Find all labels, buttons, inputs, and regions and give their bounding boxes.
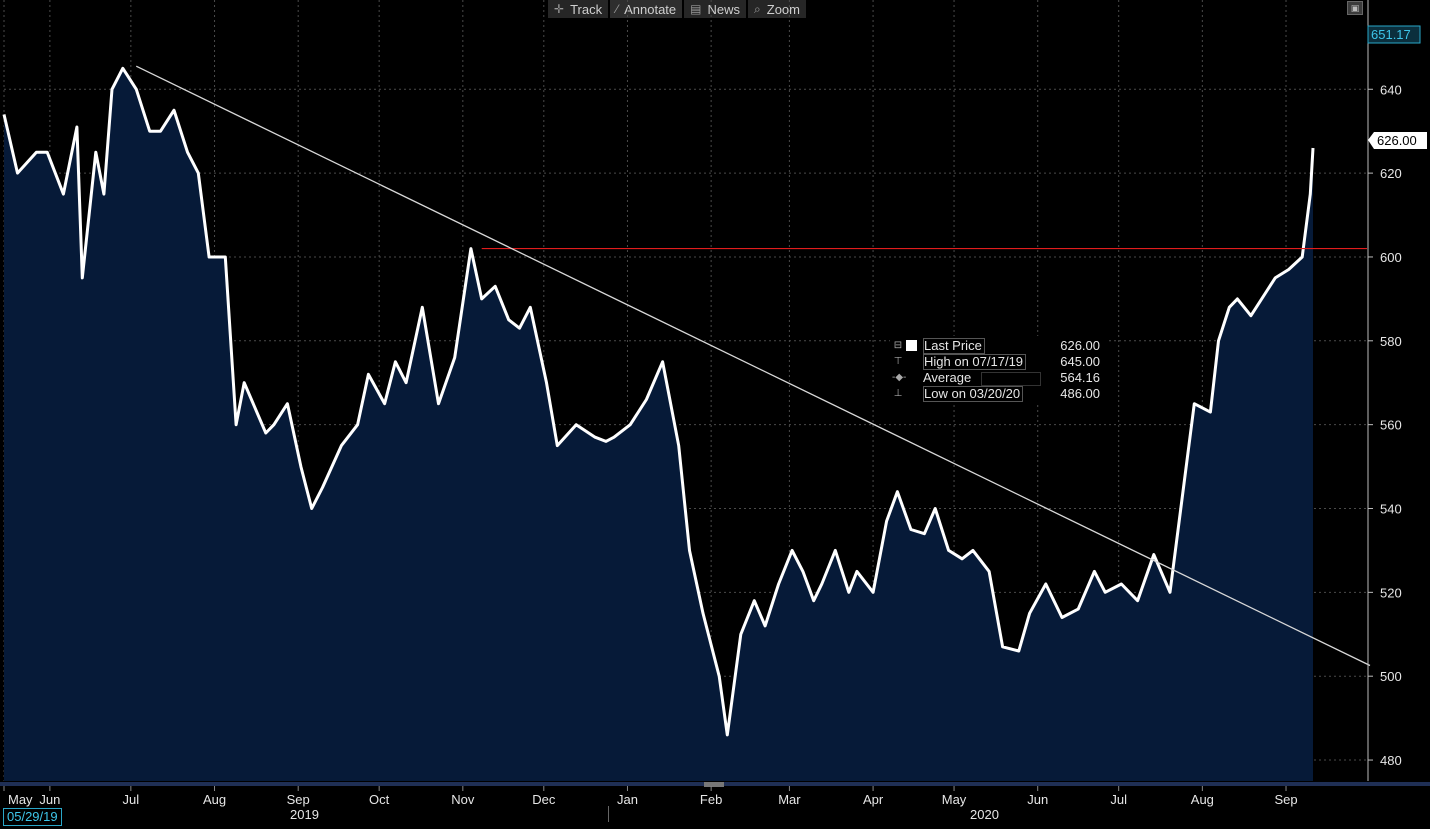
- window-icon: ▣: [1350, 3, 1360, 13]
- top-value-tag-text: 651.17: [1371, 27, 1411, 42]
- x-tick-label: Dec: [532, 792, 556, 807]
- legend-row-high: ⊤ High on 07/17/19 645.00: [890, 354, 1108, 370]
- x-tick-label: Sep: [287, 792, 310, 807]
- y-tick-label: 560: [1380, 418, 1402, 433]
- y-tick-label: 640: [1380, 82, 1402, 97]
- x-tick-label: May: [8, 792, 33, 807]
- magnifier-icon: ⌕: [754, 1, 761, 16]
- x-tick-label: Oct: [369, 792, 390, 807]
- x-tick-label: Jul: [1110, 792, 1127, 807]
- legend-row-low: ⊥ Low on 03/20/20 486.00: [890, 386, 1108, 402]
- track-label: Track: [570, 1, 603, 17]
- x-axis-band: [0, 781, 1430, 829]
- news-button[interactable]: ▤ News: [684, 0, 747, 18]
- legend-average-value: 564.16: [1060, 370, 1100, 385]
- last-price-tag: 626.00: [1368, 131, 1427, 149]
- year-label-2019: 2019: [290, 807, 319, 822]
- legend-panel: ⊟ Last Price 626.00 ⊤ High on 07/17/19 6…: [890, 336, 1108, 404]
- x-tick-label: Jul: [123, 792, 140, 807]
- x-tick-label: Sep: [1274, 792, 1297, 807]
- year-divider: [608, 806, 609, 822]
- x-tick-label: May: [942, 792, 967, 807]
- legend-low-label: Low on 03/20/20: [923, 386, 1024, 402]
- last-price-tag-box: [1368, 131, 1427, 149]
- legend-last-value: 626.00: [1060, 338, 1100, 353]
- average-marker-icon: -◆-: [892, 372, 907, 383]
- last-price-tag-text: 626.00: [1377, 133, 1417, 148]
- track-button[interactable]: ✛ Track: [548, 0, 609, 18]
- legend-swatch: [906, 340, 917, 351]
- legend-low-value: 486.00: [1060, 386, 1100, 401]
- legend-row-average: -◆- Average 564.16: [890, 370, 1108, 386]
- y-tick-label: 580: [1380, 334, 1402, 349]
- year-label-2020: 2020: [970, 807, 999, 822]
- x-tick-label: Aug: [203, 792, 226, 807]
- legend-high-label: High on 07/17/19: [923, 354, 1027, 370]
- annotate-button[interactable]: ⁄ Annotate: [610, 0, 683, 18]
- top-value-tag-box: [1367, 25, 1421, 44]
- x-tick-label: Feb: [700, 792, 722, 807]
- x-tick-label: Jan: [617, 792, 638, 807]
- x-axis: May Jun Jul Aug Sep Oct Nov Dec Jan Feb Mar Apr May J…: [3, 786, 1298, 807]
- x-tick-label: Mar: [778, 792, 801, 807]
- newspaper-icon: ▤: [690, 2, 702, 16]
- x-tick-label: Apr: [863, 792, 884, 807]
- low-marker-icon: ⊥: [893, 388, 903, 399]
- pencil-icon: ⁄: [616, 2, 619, 16]
- x-tick-label: Aug: [1191, 792, 1214, 807]
- chart-settings-button[interactable]: ▣: [1347, 1, 1363, 15]
- legend-color-box: [981, 372, 1041, 386]
- y-tick-label: 600: [1380, 250, 1402, 265]
- trend-line[interactable]: [135, 65, 1371, 667]
- crosshair-icon: ✛: [554, 2, 565, 16]
- x-tick-label: Jun: [1027, 792, 1048, 807]
- y-tick-label: 520: [1380, 585, 1402, 600]
- y-tick-label: 620: [1380, 166, 1402, 181]
- price-area: [4, 68, 1313, 782]
- annotate-label: Annotate: [624, 1, 677, 17]
- value-tags: 651.17 626.00: [1367, 25, 1427, 149]
- scrollbar-thumb[interactable]: [704, 782, 724, 787]
- legend-row-last: ⊟ Last Price 626.00: [890, 338, 1108, 354]
- legend-last-label: Last Price: [923, 338, 985, 354]
- zoom-label: Zoom: [766, 1, 800, 17]
- y-tick-label: 500: [1380, 669, 1402, 684]
- chart-toolbar: ✛ Track ⁄ Annotate ▤ News ⌕ Zoom: [548, 0, 806, 18]
- x-tick-label: Nov: [451, 792, 475, 807]
- y-tick-label: 480: [1380, 753, 1402, 768]
- high-marker-icon: ⊤: [893, 356, 903, 367]
- collapse-icon[interactable]: ⊟: [893, 340, 903, 351]
- legend-high-value: 645.00: [1060, 354, 1100, 369]
- price-line: [2, 66, 1315, 737]
- start-date-label[interactable]: 05/29/19: [3, 808, 62, 826]
- legend-average-label: Average: [923, 370, 972, 385]
- top-value-tag: 651.17: [1367, 25, 1421, 44]
- x-tick-label: Jun: [39, 792, 60, 807]
- y-tick-label: 540: [1380, 502, 1402, 517]
- y-axis: 480 500 520 540 560 580 600 620 640: [1367, 0, 1402, 781]
- zoom-button[interactable]: ⌕ Zoom: [748, 0, 806, 18]
- news-label: News: [707, 1, 741, 17]
